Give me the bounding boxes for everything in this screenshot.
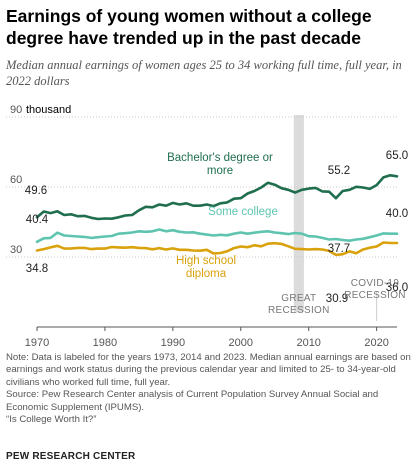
great-recession-label: RECESSION [268,305,330,316]
data-label-bachelor-1973: 49.6 [25,185,47,197]
series-label-bachelor: more [207,165,233,177]
data-label-some_college-2014: 37.7 [328,243,350,255]
x-tick-label: 2010 [296,337,320,349]
series-line-some_college [35,228,399,244]
data-label-bachelor-2023: 65.0 [386,150,408,162]
y-tick-label: 30 [10,244,22,256]
x-tick-label: 1970 [25,337,49,349]
great-recession-label: GREAT [281,293,316,304]
chart-notes: Note: Data is labeled for the years 1973… [6,352,416,426]
line-chart: 90 60 30 thousand 1970 1980 1990 2000 2010 2020 49… [6,104,408,349]
data-label-high_school-1973: 34.8 [26,263,48,275]
y-unit-label: thousand [26,104,71,116]
y-tick-label: 60 [10,174,22,186]
data-label-high_school-2023: 36.0 [386,282,408,294]
series-line-bachelor [35,174,399,221]
x-tick-label: 2000 [229,337,253,349]
series-label-high_school: diploma [186,268,227,280]
x-tick-label: 1990 [161,337,185,349]
organization-name: PEW RESEARCH CENTER [6,451,136,462]
covid-recession-label: RECESSION [344,290,406,301]
data-label-some_college-2023: 40.0 [386,208,408,220]
covid-recession-label: COVID-19 [351,278,400,289]
data-label-some_college-1973: 40.4 [26,214,49,226]
note-text: Note: Data is labeled for the years 1973… [6,352,411,388]
series-label-bachelor: Bachelor's degree or [167,152,273,164]
x-tick-label: 1980 [93,337,117,349]
data-label-bachelor-2014: 55.2 [328,165,350,177]
source-text: Source: Pew Research Center analysis of … [6,389,379,413]
data-label-high_school-2014: 30.9 [326,293,348,305]
y-tick-label: 90 [10,104,22,116]
chart-title: Earnings of young women without a colleg… [6,6,372,48]
series-label-high_school: High school [176,255,236,267]
series-label-some_college: Some college [208,206,278,218]
report-title: “Is College Worth It?” [6,414,97,426]
recession-band [293,115,304,312]
x-tick-label: 2020 [364,337,388,349]
series-line-high_school [35,241,399,257]
chart-subtitle: Median annual earnings of women ages 25 … [6,58,402,88]
